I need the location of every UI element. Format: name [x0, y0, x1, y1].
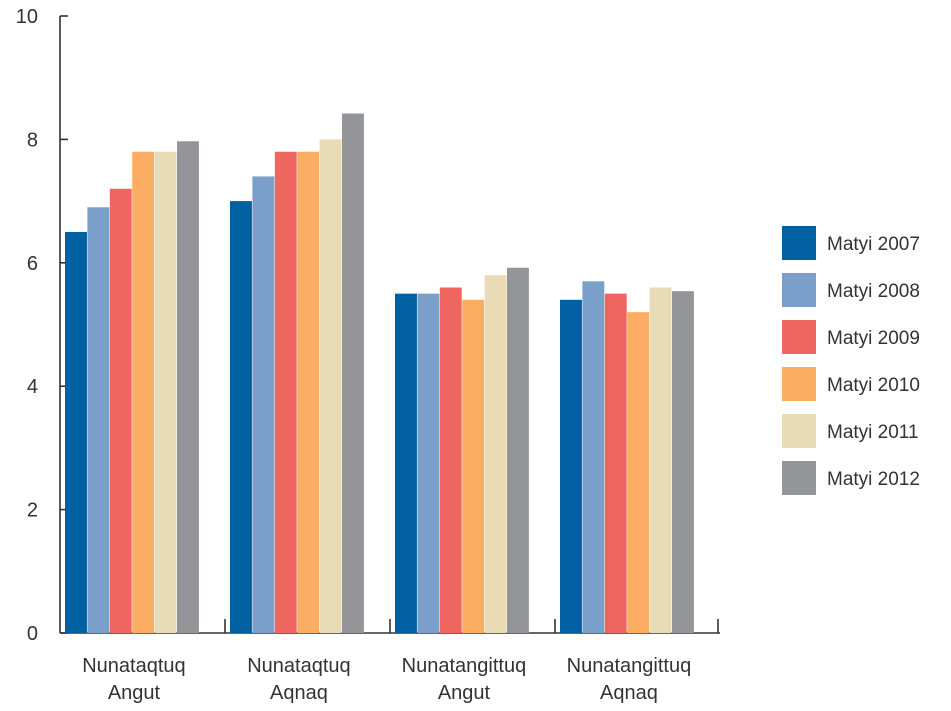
- x-category-label: Nunataqtuq: [247, 655, 350, 677]
- bars: [65, 113, 694, 634]
- bar: [627, 312, 650, 633]
- bar: [109, 188, 132, 633]
- x-category-label: Nunataqtuq: [82, 655, 185, 677]
- y-tick-label: 4: [27, 376, 38, 398]
- bar: [230, 201, 252, 633]
- bar: [395, 293, 417, 633]
- bar: [87, 207, 110, 633]
- x-category-label: Nunatangittuq: [402, 655, 527, 677]
- x-category-label: Aqnaq: [600, 682, 658, 704]
- legend-label: Matyi 2012: [827, 469, 920, 490]
- bar: [507, 267, 529, 633]
- x-category-labels: Nunataqtuq Angut Nunataqtuq Aqnaq Nunatangit…: [82, 655, 691, 704]
- legend-swatch: [782, 226, 816, 260]
- legend-label: Matyi 2009: [827, 328, 920, 349]
- legend-swatch: [782, 461, 816, 495]
- y-tick-label: 2: [27, 500, 38, 522]
- bar: [252, 176, 275, 634]
- bar: [417, 293, 440, 633]
- bar: [65, 231, 87, 633]
- y-tick-label: 8: [27, 129, 38, 151]
- bar: [560, 299, 582, 633]
- bar: [462, 299, 485, 633]
- legend-label: Matyi 2011: [827, 422, 919, 443]
- y-tick-label: 0: [27, 623, 38, 645]
- x-category-label: Nunatangittuq: [567, 655, 692, 677]
- x-category-label: Aqnaq: [270, 682, 328, 704]
- legend-label: Matyi 2008: [827, 281, 920, 302]
- legend-swatch: [782, 273, 816, 307]
- bar: [154, 151, 177, 634]
- legend-label: Matyi 2010: [827, 375, 920, 396]
- y-tick-label: 10: [16, 6, 38, 28]
- bar: [297, 151, 320, 634]
- bar: [484, 275, 507, 633]
- bar: [582, 281, 605, 633]
- bar: [604, 293, 627, 633]
- y-tick-labels: 0 2 4 6 8 10: [16, 6, 38, 645]
- x-category-label: Angut: [108, 682, 161, 704]
- x-category-label: Angut: [438, 682, 491, 704]
- bar: [342, 113, 364, 633]
- y-tick-label: 6: [27, 253, 38, 275]
- legend-swatch: [782, 367, 816, 401]
- legend: Matyi 2007 Matyi 2008 Matyi 2009 Matyi 2010…: [782, 226, 920, 495]
- bar: [177, 141, 199, 633]
- bar: [649, 287, 672, 633]
- bar: [672, 291, 694, 633]
- legend-swatch: [782, 414, 816, 448]
- legend-label: Matyi 2007: [827, 234, 920, 255]
- legend-swatch: [782, 320, 816, 354]
- bar: [319, 139, 342, 633]
- bar: [439, 287, 462, 633]
- bar: [274, 151, 297, 634]
- bar: [132, 151, 155, 634]
